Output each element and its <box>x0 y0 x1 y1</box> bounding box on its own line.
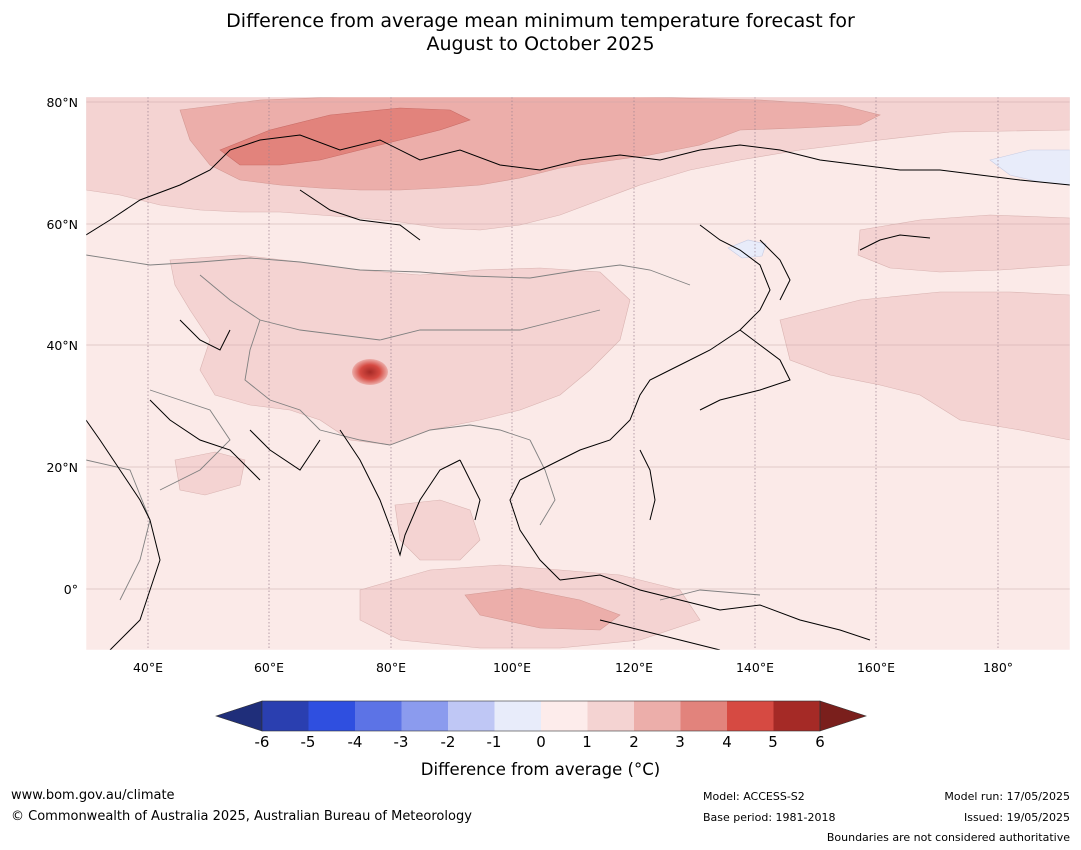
colorbar-segment-2 <box>308 701 355 731</box>
colorbar <box>215 700 867 732</box>
anomaly-region-pacific-1-2 <box>779 291 1070 441</box>
map-title-line1: Difference from average mean minimum tem… <box>226 10 855 32</box>
colorbar-tick-neg6: -6 <box>254 733 270 751</box>
colorbar-tick-neg4: -4 <box>347 733 363 751</box>
footer-website: www.bom.gov.au/climate <box>11 788 175 803</box>
coastlines <box>86 134 1070 650</box>
footer-model-run: Model run: 17/05/2025 <box>944 790 1070 803</box>
map-panel <box>85 96 1071 651</box>
lat-label-60n: 60°N <box>46 217 78 232</box>
footer-disclaimer: Boundaries are not considered authoritat… <box>826 831 1070 844</box>
colorbar-segment-1 <box>262 701 309 731</box>
anomaly-region-northwest-pacific-1-2 <box>857 214 1070 273</box>
colorbar-arrow-left <box>215 700 263 732</box>
anomaly-region-arabia-1-2 <box>174 451 246 496</box>
anomaly-region-kara-sea-3-4 <box>219 107 471 166</box>
colorbar-tick-neg1: -1 <box>486 733 502 751</box>
colorbar-tick-3: 3 <box>675 733 685 751</box>
colorbar-segment-7 <box>541 701 588 731</box>
colorbar-label-text: Difference from average ( <box>420 760 634 779</box>
country-borders <box>86 254 761 601</box>
footer-base-period: Base period: 1981-2018 <box>703 811 836 824</box>
colorbar-tick-neg3: -3 <box>393 733 409 751</box>
colorbar-segment-12 <box>773 701 820 731</box>
lon-label-160e: 160°E <box>856 660 895 675</box>
footer-model: Model: ACCESS-S2 <box>703 790 805 803</box>
anomaly-region-central-asia-1-2 <box>169 254 631 446</box>
lon-label-180: 180° <box>982 660 1014 675</box>
colorbar-segment-8 <box>587 701 634 731</box>
colorbar-tick-6: 6 <box>815 733 825 751</box>
meridians <box>147 97 999 650</box>
colorbar-tick-5: 5 <box>768 733 778 751</box>
colorbar-tick-4: 4 <box>722 733 732 751</box>
lat-label-80n: 80°N <box>46 95 78 110</box>
lon-label-80e: 80°E <box>375 660 407 675</box>
colorbar-label: Difference from average (°C) <box>0 760 1081 779</box>
lon-label-100e: 100°E <box>492 660 531 675</box>
lon-label-40e: 40°E <box>132 660 164 675</box>
lat-label-40n: 40°N <box>46 338 78 353</box>
colorbar-tick-neg5: -5 <box>300 733 316 751</box>
lon-label-140e: 140°E <box>735 660 774 675</box>
colorbar-arrow-right <box>819 700 867 732</box>
colorbar-segment-3 <box>355 701 402 731</box>
map-title: Difference from average mean minimum tem… <box>0 10 1081 56</box>
map-frame <box>85 96 1071 651</box>
colorbar-tick-0: 0 <box>536 733 546 751</box>
colorbar-label-unit: °C) <box>633 760 661 779</box>
lat-label-20n: 20°N <box>46 460 78 475</box>
colorbar-segment-9 <box>634 701 681 731</box>
anomaly-hotspot-tibet <box>352 359 388 385</box>
footer-copyright: © Commonwealth of Australia 2025, Austra… <box>11 809 472 824</box>
colorbar-frame <box>261 700 821 732</box>
map-title-line2: August to October 2025 <box>426 33 655 55</box>
graticule <box>86 101 1070 590</box>
lat-label-0: 0° <box>63 582 78 597</box>
lon-label-60e: 60°E <box>253 660 285 675</box>
colorbar-tick-1: 1 <box>582 733 592 751</box>
anomaly-region-okhotsk-negative <box>727 239 767 259</box>
colorbar-segment-11 <box>727 701 774 731</box>
colorbar-tick-2: 2 <box>629 733 639 751</box>
colorbar-segment-5 <box>448 701 495 731</box>
colorbar-segment-6 <box>494 701 541 731</box>
colorbar-segment-10 <box>680 701 727 731</box>
colorbar-tick-neg2: -2 <box>440 733 456 751</box>
anomaly-region-bering-negative <box>989 149 1070 186</box>
footer-issued: Issued: 19/05/2025 <box>963 811 1070 824</box>
colorbar-segment-4 <box>401 701 448 731</box>
lon-label-120e: 120°E <box>614 660 653 675</box>
